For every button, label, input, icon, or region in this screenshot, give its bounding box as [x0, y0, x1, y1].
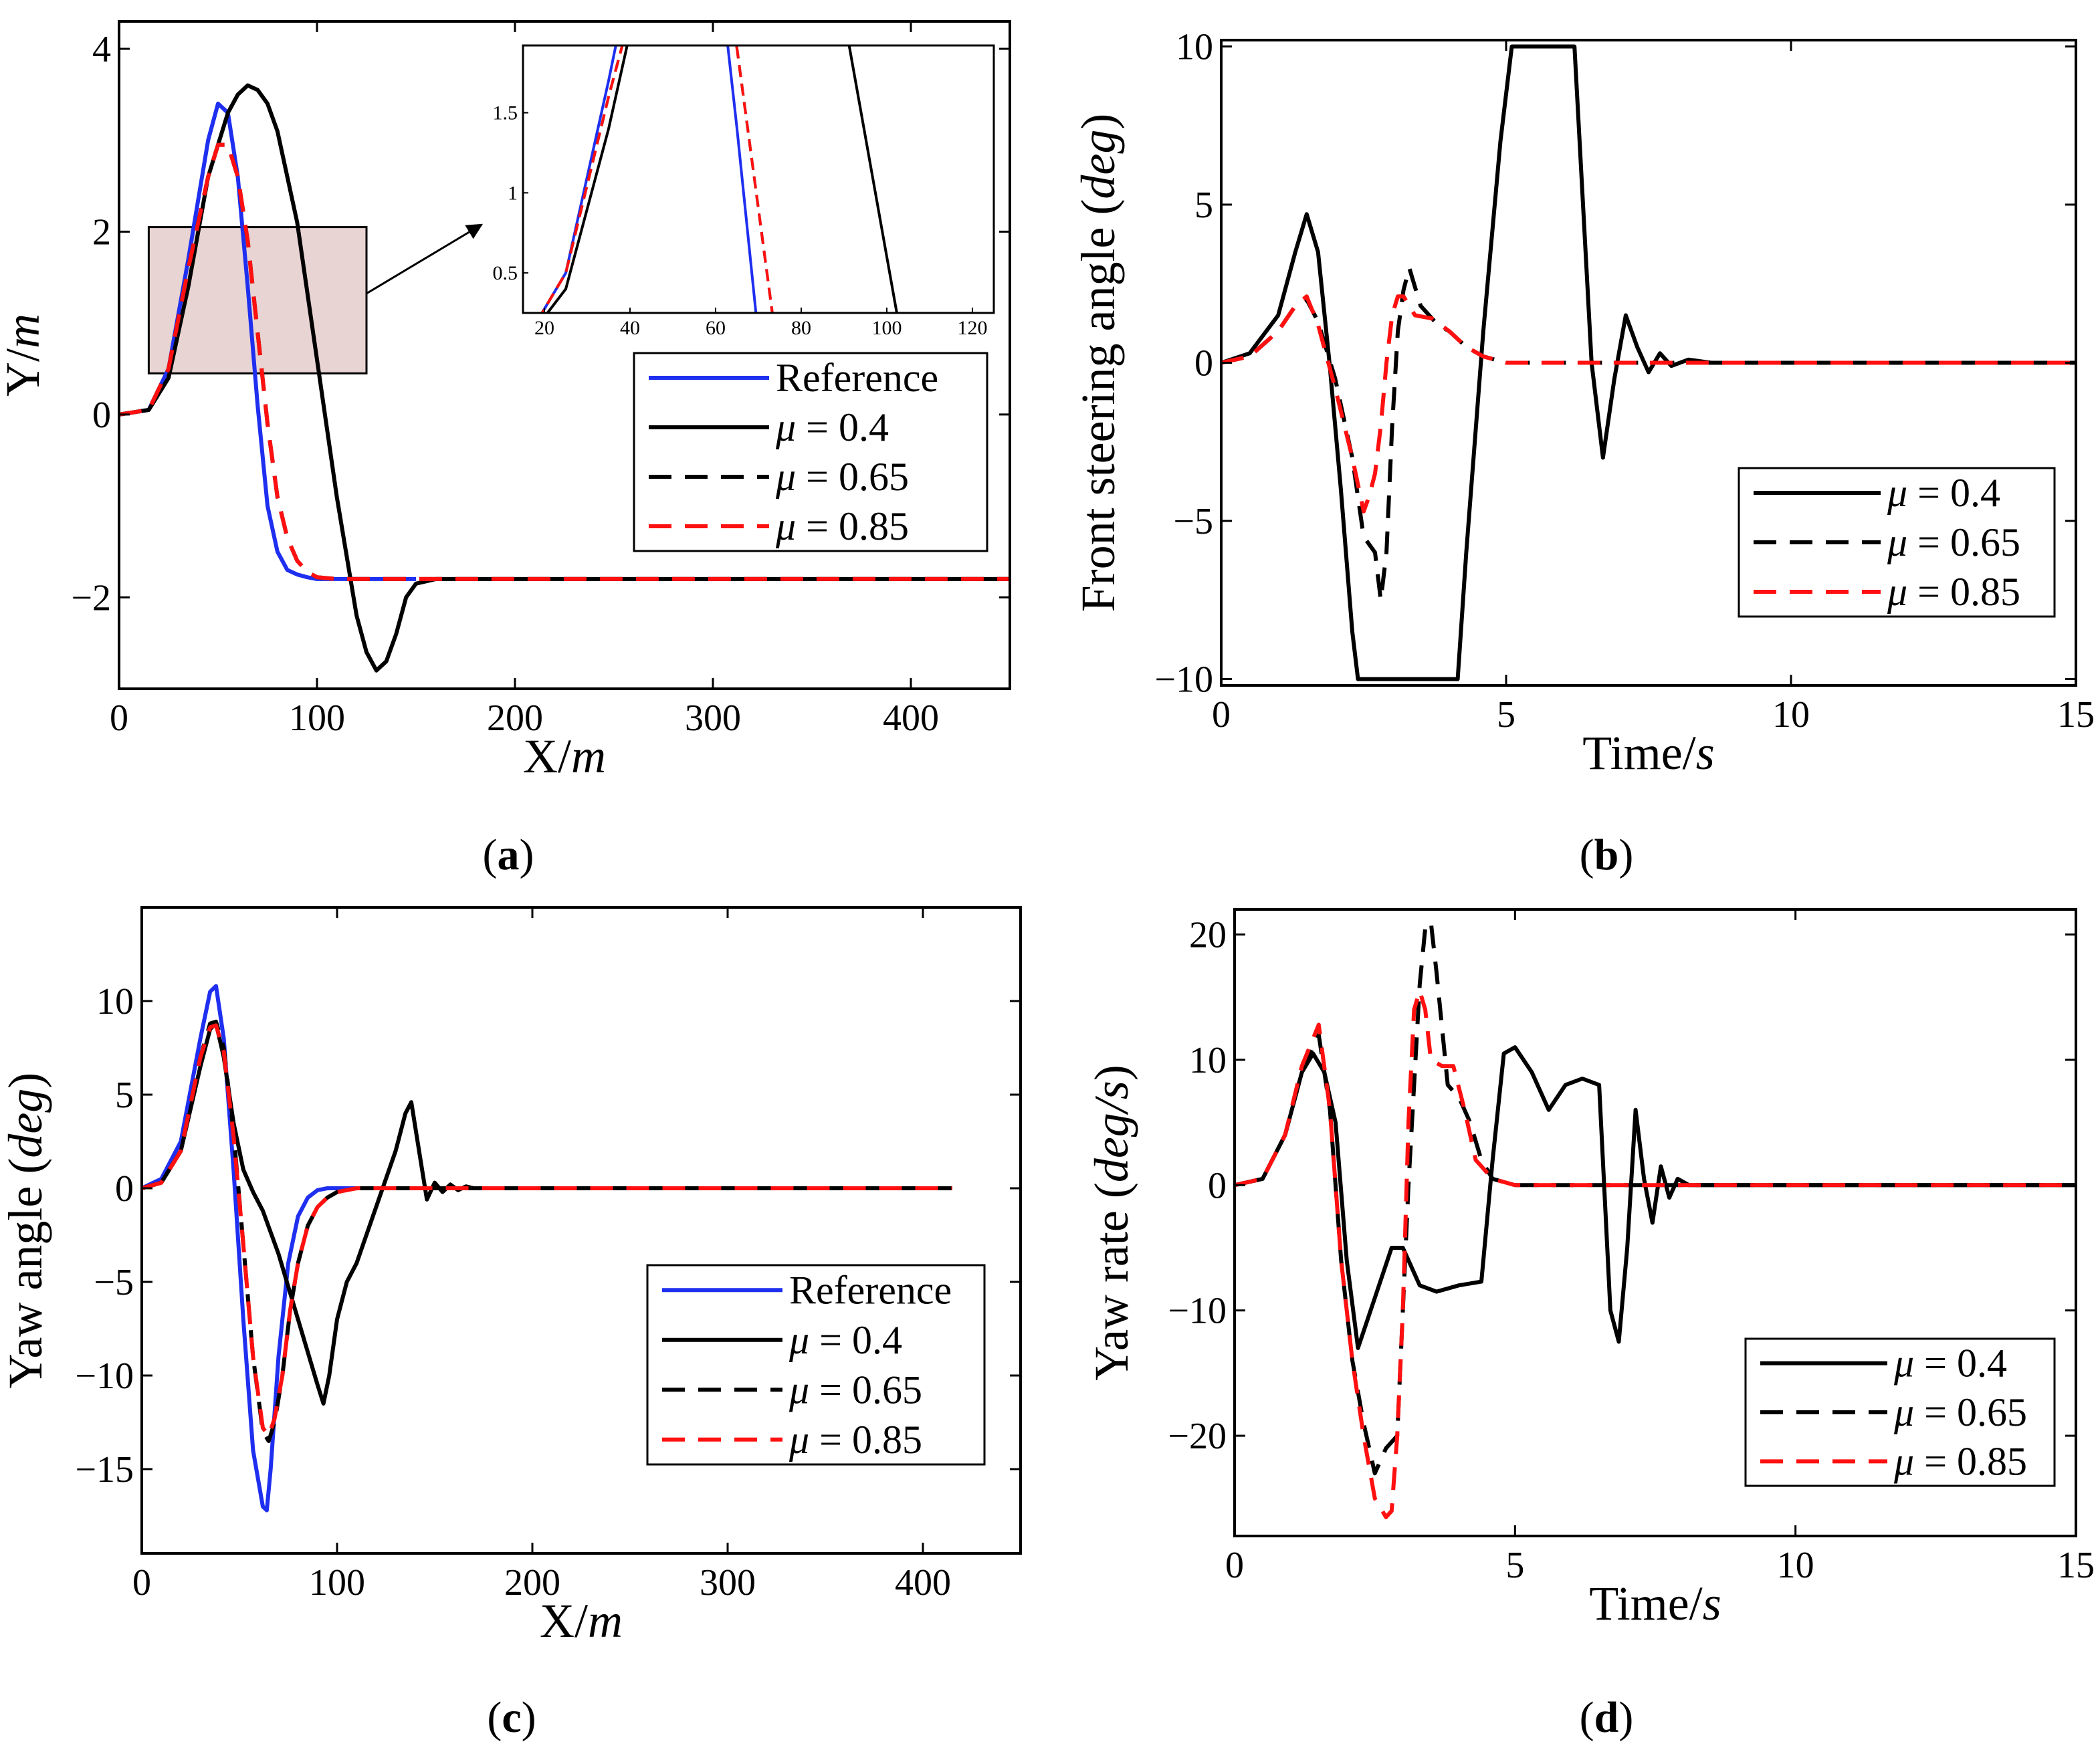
y-tick-label: 4 — [92, 29, 111, 70]
axes-frame — [118, 20, 1011, 690]
x-tick-label: 0 — [1212, 694, 1231, 736]
legend-entry: μ = 0.4 — [775, 405, 889, 449]
chart-b: 0 5 10 15 −10 −5 0 5 10 Time/s Front steering angl… — [1071, 26, 2095, 879]
legend-entry: μ = 0.4 — [1893, 1341, 2007, 1386]
chart-c: 0 100 200 300 400 −15 −10 −5 0 5 10 X/m Yaw angle (d… — [0, 906, 1022, 1742]
series-a-mu085 — [119, 142, 1010, 581]
legend — [646, 1264, 986, 1466]
y-axis-title: Yaw rate (deg/s) — [1085, 1065, 1138, 1381]
legend-entry: μ = 0.65 — [1887, 520, 2020, 564]
x-tick-label: 10 — [1777, 1545, 1814, 1586]
x-axis-title: X/m — [523, 730, 606, 783]
inset-x-tick-label: 120 — [958, 317, 988, 339]
series-d-mu085 — [1235, 988, 2076, 1519]
y-tick-label: 20 — [1189, 914, 1227, 956]
x-tick-label: 300 — [700, 1562, 756, 1604]
x-tick-label: 0 — [1225, 1545, 1244, 1586]
x-axis-title: Time/s — [1589, 1577, 1721, 1630]
inset-x-tick-label: 80 — [791, 317, 811, 339]
x-tick-label: 100 — [289, 697, 345, 739]
y-tick-label: −10 — [1154, 659, 1213, 701]
series-d-mu04 — [1235, 1045, 2076, 1350]
series-c-reference — [142, 984, 377, 1513]
x-tick-label: 5 — [1497, 694, 1515, 736]
series-b-mu085 — [1221, 294, 2076, 514]
y-tick-label: 2 — [92, 211, 111, 253]
y-tick-label: 0 — [92, 395, 111, 436]
legend-entry: μ = 0.65 — [789, 1367, 922, 1412]
inset-x-tick-label: 100 — [872, 317, 902, 339]
y-tick-label: −2 — [71, 577, 111, 619]
y-tick-label: −15 — [75, 1449, 134, 1491]
x-tick-label: 15 — [2057, 694, 2095, 736]
legend-entry: μ = 0.85 — [1887, 570, 2020, 614]
series-b-mu04 — [1221, 44, 2076, 681]
axes-frame — [140, 906, 1022, 1555]
y-tick-label: 10 — [96, 981, 134, 1022]
legend — [633, 352, 988, 552]
legend-entry: Reference — [789, 1268, 952, 1312]
chart-d: 0 5 10 15 −20 −10 0 10 20 Time/s Yaw rate (deg/s) μ… — [1085, 908, 2095, 1742]
x-tick-label: 300 — [685, 697, 741, 739]
y-tick-label: −20 — [1168, 1416, 1227, 1457]
series-c-mu085 — [142, 1023, 952, 1438]
x-tick-label: 200 — [504, 1562, 560, 1604]
axes-frame — [1233, 908, 2077, 1537]
y-tick-label: −10 — [1168, 1291, 1227, 1332]
panel-label: (d) — [1580, 1693, 1634, 1742]
x-tick-label: 400 — [883, 697, 939, 739]
y-tick-label: −5 — [1173, 501, 1213, 542]
x-tick-label: 10 — [1772, 694, 1810, 736]
chart-a: 0 100 200 300 400 −2 0 2 4 X/m Y/m Reference μ = 0.4… — [0, 20, 1011, 879]
panel-label: (b) — [1580, 831, 1634, 879]
legend-entry: μ = 0.85 — [789, 1418, 922, 1462]
x-tick-label: 0 — [110, 697, 128, 739]
legend-entry: μ = 0.85 — [775, 504, 909, 548]
x-axis-title: Time/s — [1582, 726, 1714, 780]
inset-x-tick-label: 20 — [534, 317, 554, 339]
y-tick-label: −5 — [94, 1262, 134, 1303]
x-tick-label: 0 — [132, 1562, 151, 1604]
inset-zoom: 20 40 60 80 100 120 0.5 1 1.5 — [493, 44, 995, 339]
y-tick-label: 0 — [1194, 343, 1213, 385]
series-c-mu065 — [142, 1019, 952, 1443]
y-tick-label: 10 — [1176, 26, 1213, 68]
x-tick-label: 200 — [487, 697, 543, 739]
inset-y-tick-label: 0.5 — [493, 262, 518, 284]
legend-entry: μ = 0.85 — [1893, 1439, 2027, 1483]
y-axis-title: Y/m — [0, 314, 49, 397]
y-tick-label: −10 — [75, 1355, 134, 1397]
legend-entry: μ = 0.4 — [1887, 471, 2000, 515]
zoom-arrow — [366, 223, 484, 295]
panel-label: (a) — [483, 831, 534, 879]
inset-y-tick-label: 1 — [508, 182, 518, 204]
y-axis-title: Yaw angle (deg) — [0, 1073, 52, 1389]
legend-entry: μ = 0.65 — [775, 455, 909, 499]
y-tick-label: 5 — [115, 1075, 134, 1116]
y-axis-title: Front steering angle (deg) — [1071, 114, 1125, 613]
inset-y-tick-label: 1.5 — [493, 102, 518, 124]
y-tick-label: 0 — [115, 1168, 134, 1210]
x-tick-label: 5 — [1505, 1545, 1524, 1586]
y-tick-label: 10 — [1189, 1040, 1227, 1081]
y-tick-label: 0 — [1208, 1165, 1227, 1206]
x-tick-label: 15 — [2057, 1545, 2095, 1586]
inset-x-tick-label: 40 — [620, 317, 640, 339]
x-axis-title: X/m — [540, 1594, 623, 1648]
legend-entry: μ = 0.65 — [1893, 1390, 2027, 1434]
x-tick-label: 100 — [309, 1562, 365, 1604]
panel-label: (c) — [487, 1693, 536, 1742]
legend-entry: Reference — [776, 356, 938, 400]
x-tick-label: 400 — [895, 1562, 951, 1604]
inset-x-tick-label: 60 — [706, 317, 726, 339]
legend-entry: μ = 0.4 — [789, 1318, 902, 1362]
y-tick-label: 5 — [1194, 185, 1213, 226]
